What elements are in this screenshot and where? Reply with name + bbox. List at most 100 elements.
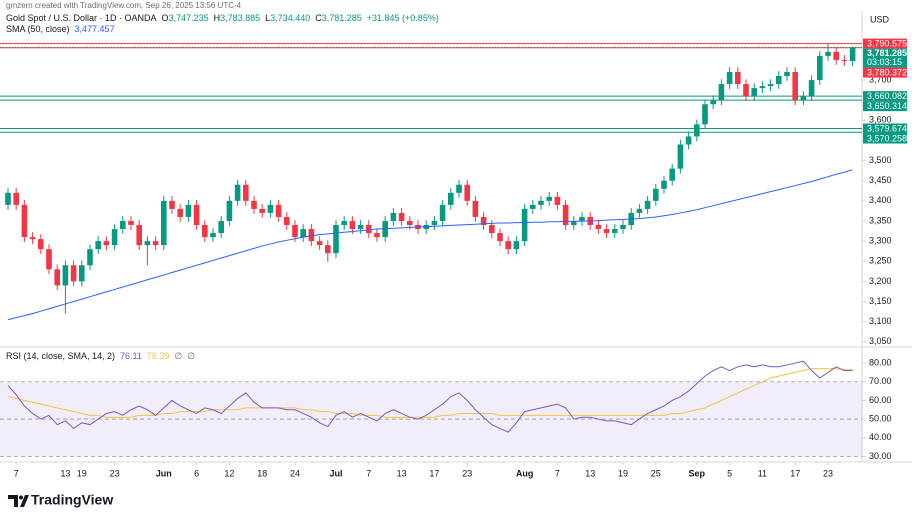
candle-body bbox=[87, 249, 93, 266]
candle-body bbox=[735, 72, 741, 85]
level-label-box bbox=[863, 133, 907, 144]
x-tick-label: 13 bbox=[60, 468, 70, 478]
candle-body bbox=[808, 80, 815, 97]
candle-body bbox=[776, 76, 782, 85]
last-price-label: 3,781.285 bbox=[867, 48, 907, 58]
countdown: 03:03:15 bbox=[867, 57, 902, 67]
level-label-box bbox=[863, 91, 907, 102]
logo-icon bbox=[8, 495, 29, 507]
y-tick-label: 3,200 bbox=[869, 276, 892, 286]
candle-body bbox=[710, 100, 716, 105]
level-label: 3,650.314 bbox=[867, 101, 907, 111]
logo-dot bbox=[19, 495, 23, 500]
y-tick-label: 3,600 bbox=[869, 115, 892, 125]
candle-body bbox=[472, 200, 479, 217]
x-tick-label: Aug bbox=[516, 468, 534, 478]
legend-key: O bbox=[162, 13, 169, 23]
candle-body bbox=[144, 241, 151, 246]
y-tick-label: 3,250 bbox=[869, 256, 892, 266]
level-label: 3,579.674 bbox=[867, 123, 907, 133]
candle-body bbox=[13, 192, 19, 205]
candle-body bbox=[784, 72, 790, 77]
candle-body bbox=[366, 225, 372, 234]
candle-body bbox=[653, 188, 659, 201]
level-label-box bbox=[863, 123, 907, 134]
candle-body bbox=[562, 204, 569, 226]
candle-body bbox=[694, 124, 700, 137]
candle-body bbox=[620, 225, 626, 230]
y-tick-label: 40.00 bbox=[869, 432, 892, 442]
candle-body bbox=[169, 200, 175, 209]
symbol-title: Gold Spot / U.S. Dollar · 1D · OANDA bbox=[6, 13, 157, 23]
candle-body bbox=[579, 216, 585, 221]
x-tick-label: 5 bbox=[727, 468, 732, 478]
legend: SMA (50, close) 3,477.457 bbox=[6, 24, 115, 34]
candle-body bbox=[275, 204, 282, 217]
level-label: 3,780.372 bbox=[867, 67, 907, 77]
candle-body bbox=[530, 204, 536, 209]
legend-value: 3,783.885 bbox=[220, 13, 260, 23]
candle-body bbox=[571, 220, 577, 226]
legend-value: 3,747.235 bbox=[169, 13, 209, 23]
candle-body bbox=[817, 55, 823, 81]
candle-body bbox=[521, 208, 528, 242]
rsi-line bbox=[7, 360, 853, 433]
x-tick-label: 7 bbox=[366, 468, 371, 478]
candle-body bbox=[743, 84, 749, 97]
last-price-box bbox=[863, 48, 907, 68]
candle-body bbox=[62, 265, 69, 286]
x-tick-label: 19 bbox=[77, 468, 87, 478]
candle-body bbox=[333, 225, 339, 254]
x-tick-label: 7 bbox=[555, 468, 560, 478]
x-tick-label: 13 bbox=[585, 468, 595, 478]
sma-line bbox=[7, 169, 853, 321]
rsi-line bbox=[7, 368, 853, 418]
x-tick-label: 12 bbox=[224, 468, 234, 478]
candle-body bbox=[136, 225, 142, 246]
candle-body bbox=[751, 88, 757, 97]
sma-name: SMA (50, close) bbox=[6, 24, 70, 34]
y-tick-label: 3,300 bbox=[869, 235, 892, 245]
x-tick-label: Jun bbox=[156, 468, 172, 478]
y-tick-label: 3,350 bbox=[869, 215, 892, 225]
candle-body bbox=[439, 204, 446, 221]
rsi-name: RSI (14, close, SMA, 14, 2) bbox=[6, 351, 115, 361]
candle-body bbox=[513, 241, 520, 250]
candle-body bbox=[644, 200, 651, 209]
x-tick-label: 23 bbox=[110, 468, 120, 478]
candle-body bbox=[357, 225, 364, 230]
legend-key: C bbox=[315, 13, 322, 23]
candle-body bbox=[46, 249, 52, 270]
candle-body bbox=[374, 233, 380, 238]
candle-body bbox=[29, 237, 36, 240]
candle-body bbox=[702, 104, 708, 125]
candle-body bbox=[489, 225, 495, 234]
candle-body bbox=[612, 229, 618, 234]
x-tick-label: Sep bbox=[689, 468, 706, 478]
x-tick-label: 23 bbox=[823, 468, 833, 478]
candle-body bbox=[685, 136, 692, 145]
candle-body bbox=[251, 200, 257, 209]
level-label-box bbox=[863, 67, 907, 78]
candle-body bbox=[669, 168, 675, 181]
y-tick-label: 3,700 bbox=[869, 74, 892, 84]
candle-body bbox=[218, 220, 224, 234]
x-tick-label: 17 bbox=[790, 468, 800, 478]
y-tick-label: 3,150 bbox=[869, 296, 892, 306]
candle-body bbox=[718, 84, 725, 101]
credit: gmzern created with TradingView.com, Sep… bbox=[6, 1, 242, 10]
legend-key: H bbox=[214, 13, 221, 23]
legend: Gold Spot / U.S. Dollar · 1D · OANDA O3,7… bbox=[6, 13, 439, 23]
candle-body bbox=[833, 51, 839, 60]
legend: RSI (14, close, SMA, 14, 2) 76.11 76.39 ∅ ∅ bbox=[6, 351, 195, 361]
candle-body bbox=[603, 229, 610, 234]
candle-body bbox=[677, 144, 684, 169]
candle-body bbox=[505, 241, 511, 250]
candle-body bbox=[431, 220, 438, 226]
y-tick-label: 60.00 bbox=[869, 395, 892, 405]
brand-logo: TradingView bbox=[8, 492, 113, 508]
candle-body bbox=[234, 184, 241, 201]
candle-body bbox=[825, 51, 831, 56]
candle-body bbox=[120, 220, 126, 230]
